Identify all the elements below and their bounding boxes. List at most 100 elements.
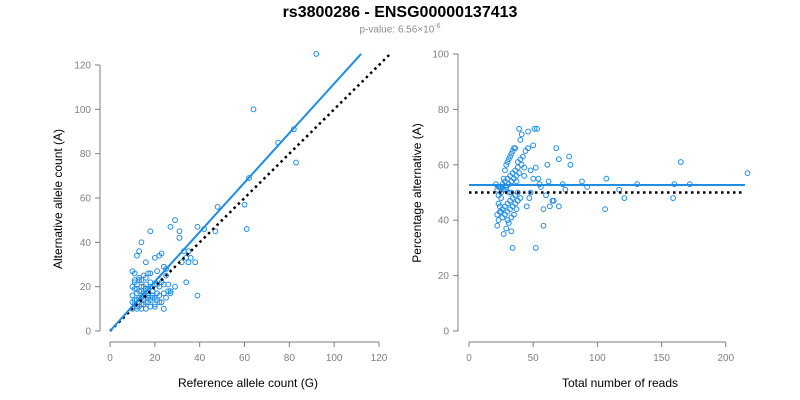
x-tick-label: 50: [528, 353, 540, 364]
data-point: [526, 195, 533, 201]
x-tick-label: 200: [717, 353, 734, 364]
data-point: [530, 142, 537, 149]
data-point: [744, 170, 751, 177]
data-point: [163, 266, 169, 272]
chart-title: rs3800286 - ENSG00000137413: [282, 4, 518, 21]
y-tick-label: 80: [438, 105, 450, 116]
data-point: [621, 195, 628, 201]
x-tick-label: 100: [589, 353, 606, 364]
data-point: [140, 272, 147, 279]
data-point: [530, 175, 537, 182]
data-point: [194, 223, 201, 230]
y-tick-label: 80: [80, 149, 92, 160]
data-point: [544, 161, 551, 168]
data-point: [241, 201, 248, 208]
title-block: rs3800286 - ENSG00000137413 p-value: 6.5…: [0, 4, 800, 35]
data-point: [543, 192, 549, 199]
data-point: [508, 150, 515, 157]
data-point: [494, 186, 501, 193]
data-point: [142, 259, 149, 266]
data-point: [532, 164, 539, 171]
data-point: [508, 189, 515, 196]
y-tick-label: 20: [438, 271, 450, 282]
data-point: [500, 231, 507, 237]
data-point: [194, 292, 201, 299]
y-axis-label: Alternative allele count (A): [51, 129, 65, 269]
data-point: [243, 226, 250, 232]
data-point: [160, 290, 167, 297]
data-point: [504, 159, 511, 165]
chart-panel-1: 0 20 40 60 80 100 120 0 20 40 60 80 100 120 Reference …: [51, 51, 392, 390]
x-axis-label: Reference allele count (G): [178, 376, 318, 390]
data-point: [523, 203, 530, 210]
data-point: [566, 153, 573, 160]
data-point: [513, 206, 520, 213]
y-tick-label: 100: [432, 50, 449, 61]
data-point: [545, 178, 552, 185]
y-tick-label: 60: [80, 194, 92, 205]
data-point: [670, 195, 677, 201]
data-point: [185, 259, 192, 266]
chart-subtitle: p-value: 6.56×10-6: [0, 23, 800, 35]
data-point: [504, 217, 511, 224]
data-point: [534, 125, 540, 132]
data-point: [151, 301, 158, 308]
data-point: [214, 203, 221, 210]
data-point: [172, 217, 178, 224]
data-point: [129, 292, 136, 299]
data-point: [145, 270, 152, 277]
data-point: [555, 203, 562, 210]
p-value-text: p-value: 6.56×10: [359, 24, 435, 36]
data-point: [167, 288, 174, 295]
data-point: [145, 299, 152, 306]
data-point: [516, 125, 522, 132]
x-tick-label: 0: [107, 353, 113, 364]
data-point: [151, 254, 158, 261]
x-axis-label: Total number of reads: [562, 376, 678, 390]
data-point: [160, 281, 167, 288]
data-point: [313, 51, 320, 57]
data-point: [503, 161, 510, 168]
p-value-exponent: -6: [434, 23, 441, 30]
data-point: [531, 125, 538, 132]
x-tick-label: 100: [326, 353, 343, 364]
x-tick-label: 20: [149, 353, 161, 364]
data-point: [502, 167, 508, 174]
data-point: [183, 279, 190, 286]
data-point: [546, 203, 553, 210]
data-point: [517, 136, 524, 143]
data-point: [509, 148, 516, 154]
data-point: [147, 279, 154, 286]
data-point: [495, 200, 502, 207]
data-point: [511, 145, 517, 152]
data-point: [142, 281, 149, 288]
y-tick-label: 40: [80, 238, 92, 249]
data-point: [147, 228, 154, 235]
data-point: [154, 290, 160, 297]
data-point: [176, 228, 183, 235]
data-point: [525, 145, 531, 152]
data-point: [158, 299, 165, 306]
x-tick-label: 60: [239, 353, 251, 364]
data-point: [156, 283, 163, 290]
data-point: [156, 252, 163, 259]
y-tick-label: 20: [80, 282, 92, 293]
data-point: [142, 305, 149, 312]
data-point: [602, 206, 608, 213]
data-point: [134, 285, 140, 292]
data-point: [550, 197, 557, 204]
y-tick-label: 0: [85, 327, 91, 338]
data-point: [136, 303, 143, 310]
data-point: [507, 153, 513, 160]
data-point: [131, 270, 138, 277]
data-point: [603, 175, 610, 182]
data-point: [555, 156, 562, 163]
data-point: [145, 290, 152, 297]
x-tick-label: 40: [194, 353, 206, 364]
data-point: [518, 131, 525, 138]
data-point: [176, 235, 183, 241]
data-point: [167, 223, 174, 230]
data-point: [579, 178, 585, 185]
